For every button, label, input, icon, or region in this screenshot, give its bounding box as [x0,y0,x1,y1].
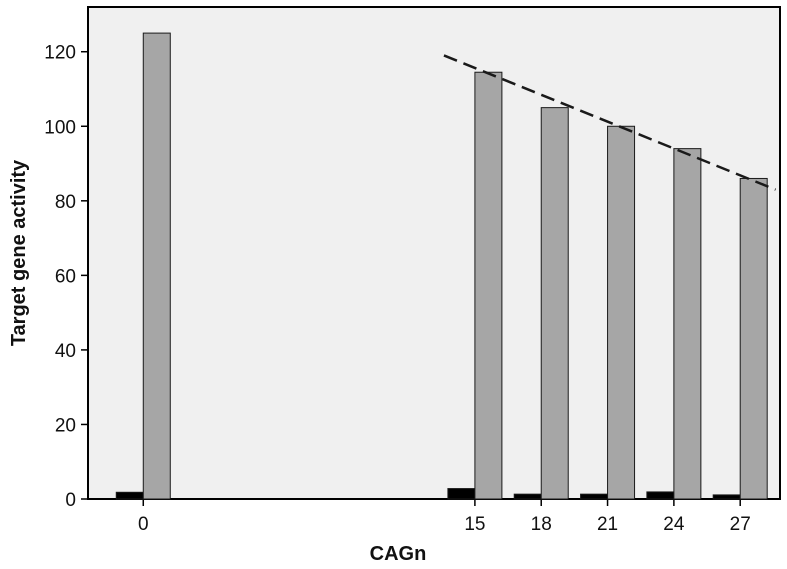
bars [115,32,768,500]
bar-gray [673,148,702,500]
x-tick-label: 21 [597,514,618,535]
bar-gray [142,32,171,500]
bar-dark [513,493,542,500]
x-tick-label: 18 [531,514,552,535]
y-axis: 0 20 40 60 80 100 120 [44,43,88,511]
y-tick-label: 80 [55,192,76,213]
y-tick-label: 60 [55,266,76,287]
x-tick-label: 0 [138,514,149,535]
y-tick-label: 0 [65,490,76,511]
bar-dark [580,493,609,500]
y-tick-label: 100 [44,117,76,138]
bar-gray [607,125,636,500]
x-tick-label: 27 [730,514,751,535]
x-axis: 0 15 18 21 24 27 [138,499,751,535]
x-tick-label: 24 [663,514,685,535]
trend-line [443,54,777,191]
y-tick-label: 20 [55,415,76,436]
bar-gray [739,177,768,500]
y-tick-label: 120 [44,43,76,64]
trendline [443,54,777,191]
bar-gray [540,107,569,500]
y-axis-title: Target gene activity [8,159,30,346]
y-tick-label: 40 [55,341,76,362]
bar-dark [115,491,144,500]
bar-dark [447,488,476,500]
plot-area [87,6,781,500]
bar-dark [646,491,675,500]
x-tick-label: 15 [464,514,485,535]
x-axis-title: CAGn [370,543,427,565]
bar-dark [712,494,741,500]
bar-gray [474,71,503,500]
